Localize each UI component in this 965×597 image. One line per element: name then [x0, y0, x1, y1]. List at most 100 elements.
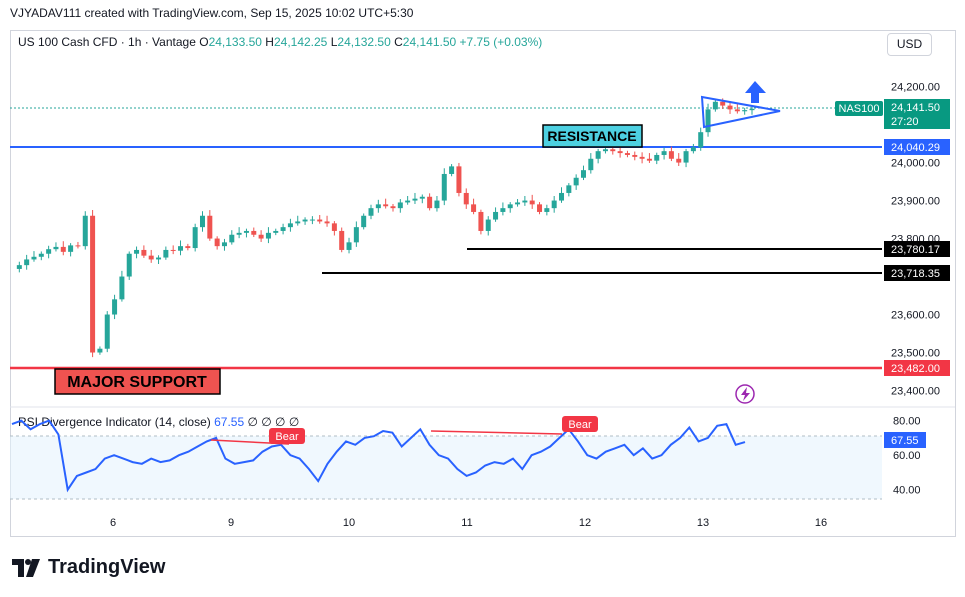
- resistance-label-box[interactable]: [542, 124, 643, 148]
- rsi-axis: 80.00 60.00 40.00: [893, 416, 921, 497]
- candle-body: [478, 211, 484, 231]
- rsi-tick-label: 40.00: [893, 485, 921, 497]
- ohlc-low-label: L: [330, 35, 338, 49]
- ohlc-low: 24,132.50: [337, 35, 391, 49]
- candle-body: [500, 208, 506, 212]
- rsi-line: [11, 419, 746, 493]
- candle-body: [185, 246, 191, 249]
- rsi-title: RSI Divergence Indicator (14, close): [18, 415, 211, 429]
- candle-body: [683, 151, 689, 163]
- rsi-legend[interactable]: RSI Divergence Indicator (14, close) 67.…: [18, 415, 299, 429]
- candle-body: [449, 166, 455, 174]
- candle-body: [38, 253, 44, 257]
- candle-body: [236, 232, 242, 235]
- candle-body: [742, 110, 748, 112]
- chart-frame: [10, 30, 956, 537]
- candle-body: [68, 245, 74, 252]
- bear-badge-1: [269, 428, 305, 444]
- x-tick-label: 9: [228, 517, 234, 529]
- x-tick-label: 12: [579, 517, 591, 529]
- candle-body: [16, 265, 22, 269]
- candle-body: [258, 234, 264, 239]
- y-tick-label: 24,200.00: [891, 82, 940, 94]
- candle-body: [734, 109, 740, 112]
- candle-body: [602, 149, 608, 152]
- lightning-icon[interactable]: [735, 384, 755, 404]
- rsi-band-group: [10, 435, 882, 500]
- y-tick-label: 23,400.00: [891, 386, 940, 398]
- candle-body: [265, 232, 271, 239]
- candle-body: [353, 227, 359, 243]
- candle-body: [53, 246, 59, 250]
- candle-body: [397, 202, 403, 209]
- level1-price-text: 23,780.17: [891, 244, 940, 256]
- candle-body: [580, 170, 586, 178]
- candle-body: [148, 255, 154, 260]
- candle-body: [441, 173, 447, 201]
- ohlc-open-label: O: [199, 35, 209, 49]
- candle-body: [654, 154, 660, 161]
- symbol-legend[interactable]: US 100 Cash CFD · 1h · Vantage O24,133.5…: [18, 35, 542, 49]
- candle-body: [243, 230, 249, 233]
- candle-body: [705, 109, 711, 133]
- candle-body: [192, 227, 198, 249]
- candle-body: [529, 200, 535, 205]
- candle-body: [639, 156, 645, 159]
- candle-body: [126, 253, 132, 277]
- x-axis: 6 9 10 11 12 13 16: [110, 517, 827, 529]
- candle-body: [566, 185, 572, 193]
- symbol-badge-text: NAS100: [839, 103, 880, 115]
- candle-body: [456, 166, 462, 193]
- candle-body: [163, 249, 169, 258]
- candle-body: [515, 202, 521, 205]
- level2-price-text: 23,718.35: [891, 268, 940, 280]
- bear-badge-2: [562, 416, 598, 432]
- candle-body: [280, 227, 286, 231]
- candle-body: [361, 215, 367, 228]
- candle-body: [419, 196, 425, 199]
- candle-body: [90, 215, 96, 353]
- candle-body: [178, 246, 184, 251]
- currency-button[interactable]: USD: [887, 33, 932, 56]
- candle-body: [427, 196, 433, 209]
- candle-body: [698, 132, 704, 148]
- candle-body: [544, 208, 550, 212]
- ohlc-close-label: C: [394, 35, 403, 49]
- bear-divergence-2: [430, 430, 563, 435]
- candle-body: [331, 223, 337, 231]
- tradingview-logo[interactable]: TradingView: [12, 556, 165, 579]
- candle-body: [632, 154, 638, 157]
- candle-body: [390, 206, 396, 209]
- y-tick-label: 23,600.00: [891, 310, 940, 322]
- candle-body: [346, 242, 352, 250]
- candle-body: [588, 158, 594, 171]
- rsi-tick-label: 80.00: [893, 416, 921, 428]
- candle-body: [339, 230, 345, 250]
- brand-name: TradingView: [48, 556, 166, 578]
- rsi-value-badge-text: 67.55: [891, 435, 919, 447]
- candle-body: [309, 219, 315, 221]
- candle-body: [485, 219, 491, 231]
- candle-body: [668, 151, 674, 159]
- x-tick-label: 11: [461, 517, 472, 529]
- candle-body: [295, 221, 301, 224]
- resistance-price-text: 24,040.29: [891, 142, 940, 154]
- chart-credit: VJYADAV111 created with TradingView.com,…: [10, 6, 414, 20]
- candle-body: [368, 208, 374, 216]
- last-price-text: 24,141.50: [891, 102, 940, 114]
- candle-body: [537, 204, 543, 212]
- candle-body: [463, 192, 469, 205]
- symbol-name: US 100 Cash CFD · 1h · Vantage: [18, 35, 196, 49]
- support-label-box[interactable]: [54, 368, 221, 395]
- candle-body: [522, 200, 528, 203]
- ohlc-change: +7.75 (+0.03%): [459, 35, 543, 49]
- triangle-pattern[interactable]: [700, 95, 781, 129]
- candle-body: [412, 198, 418, 201]
- rsi-value-badge: [884, 432, 926, 448]
- bear-badge-2-text: Bear: [568, 419, 592, 431]
- candle-body: [617, 151, 623, 154]
- candle-body: [405, 200, 411, 203]
- candle-body: [273, 230, 279, 233]
- candle-body: [251, 230, 257, 235]
